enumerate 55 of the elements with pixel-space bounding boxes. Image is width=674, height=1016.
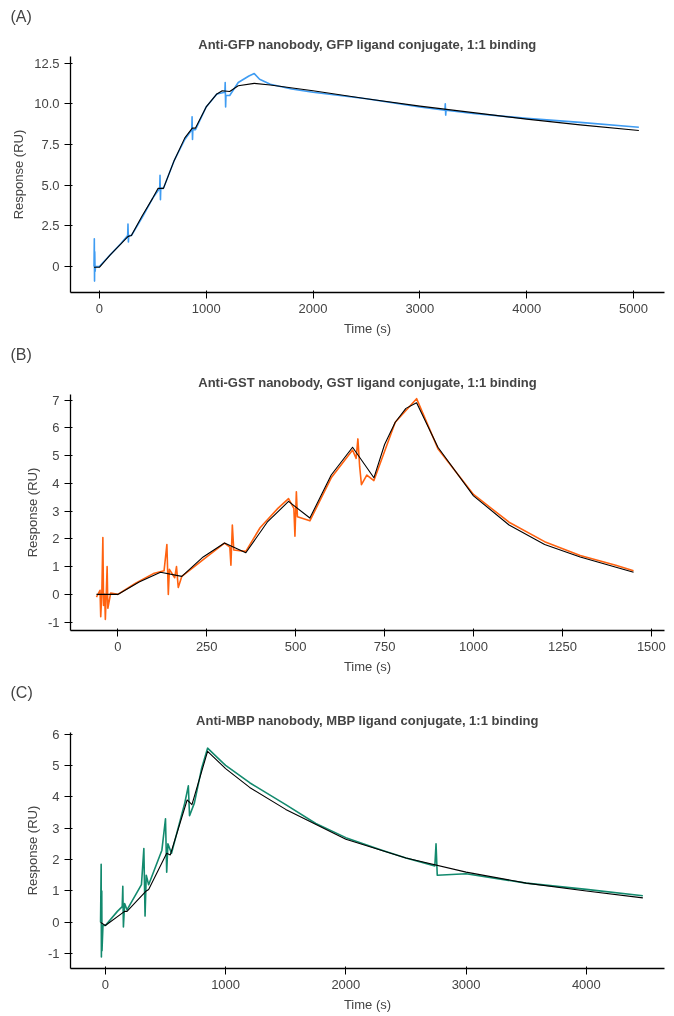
y-tick-label: -1 [47,946,60,962]
y-tick-label: 0 [52,258,60,274]
y-tick-label: 1 [52,883,60,899]
x-tick-label: 0 [95,300,103,316]
text: (A) [10,7,32,25]
y-tick-label: 0 [52,914,60,930]
y-tick-label: 7 [52,392,60,408]
x-tick-label: 5000 [619,300,648,316]
x-tick-label: 2000 [331,976,361,992]
line-series [99,747,644,958]
x-tick-label: 1000 [459,638,488,654]
chart-title: Anti-GFP nanobody, GFP ligand conjugate, 1:1 binding [198,36,537,52]
y-tick-label: 3 [52,503,60,519]
y-tick-label: 4 [52,789,60,805]
y-tick-label: 6 [52,726,60,742]
x-tick-label: 250 [195,638,218,654]
y-tick-label: 2 [52,531,60,547]
y-tick-label: 2.5 [41,218,60,234]
y-tick-label: 10.0 [34,96,60,112]
x-tick-label: 750 [373,638,396,654]
text: (B) [10,345,32,363]
x-axis-title: Time (s) [343,996,392,1012]
x-tick-label: 0 [114,638,122,654]
y-axis-title: Response (RU) [11,129,27,220]
y-tick-label: 5.0 [41,177,60,193]
x-tick-label: 4000 [512,300,542,316]
y-tick-label: 2 [52,852,60,868]
x-tick-label: 3000 [405,300,435,316]
y-tick-label: 12.5 [34,55,60,71]
x-tick-label: 1250 [547,638,577,654]
x-axis-title: Time (s) [343,658,392,674]
x-axis-title: Time (s) [343,320,392,336]
chart-title: Anti-MBP nanobody, MBP ligand conjugate, 1:1 binding [196,712,539,728]
x-tick-label: 3000 [451,976,481,992]
y-tick-label: 3 [52,820,60,836]
y-tick-label: 4 [52,475,60,491]
x-tick-label: 4000 [571,976,601,992]
x-tick-label: 1000 [211,976,241,992]
x-tick-label: 2000 [298,300,328,316]
y-tick-label: 6 [52,420,60,436]
y-axis-title: Response (RU) [24,467,40,558]
y-tick-label: 5 [52,757,60,773]
y-tick-label: 1 [52,559,60,575]
x-tick-label: 0 [101,976,109,992]
text: (C) [10,683,33,701]
y-tick-label: 5 [52,448,60,464]
x-tick-label: 500 [284,638,307,654]
y-axis-title: Response (RU) [24,805,40,896]
line-series [100,750,644,927]
y-tick-label: -1 [47,614,60,630]
y-tick-label: 7.5 [41,136,60,152]
chart-title: Anti-GST nanobody, GST ligand conjugate, 1:1 binding [198,374,537,390]
x-tick-label: 1000 [191,300,221,316]
x-tick-label: 1500 [636,638,666,654]
y-tick-label: 0 [52,586,60,602]
